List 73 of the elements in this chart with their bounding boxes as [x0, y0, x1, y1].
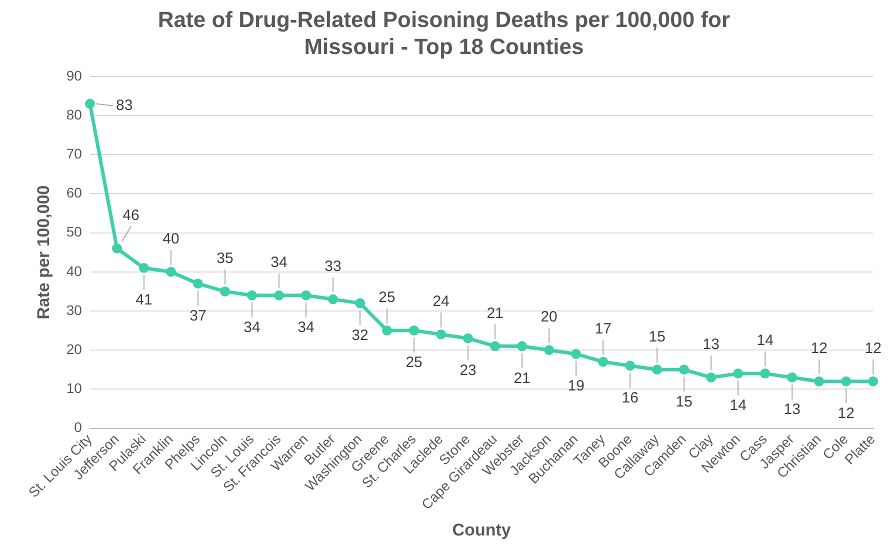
point — [625, 360, 636, 371]
point — [814, 376, 824, 386]
point — [301, 290, 312, 300]
point — [733, 368, 744, 379]
data-label: 34 — [244, 318, 260, 336]
chart-title: Rate of Drug-Related Poisoning Deaths per 100,000 for Missouri - Top 18 Counties — [156, 6, 732, 60]
data-label: 35 — [216, 250, 234, 268]
y-tick-label: 30 — [66, 302, 82, 318]
data-label: 20 — [540, 308, 558, 326]
data-label: 33 — [324, 258, 342, 275]
y-tick-label: 50 — [66, 224, 82, 240]
data-label: 37 — [190, 307, 206, 324]
point — [706, 372, 716, 382]
point — [382, 326, 392, 336]
data-label: 14 — [756, 332, 774, 350]
data-label: 16 — [622, 389, 638, 406]
point — [192, 278, 203, 289]
data-label: 41 — [136, 292, 152, 309]
x-axis-title: County — [452, 520, 512, 540]
data-label: 14 — [730, 397, 746, 414]
point — [436, 329, 446, 340]
y-tick-label: 60 — [66, 184, 82, 201]
data-label: 21 — [486, 304, 504, 322]
data-label: 34 — [298, 318, 314, 336]
y-tick-label: 40 — [66, 262, 82, 279]
data-label: 83 — [116, 96, 133, 114]
point — [112, 243, 122, 254]
data-label: 17 — [594, 320, 612, 338]
y-tick-label: 20 — [66, 340, 82, 357]
data-label: 32 — [352, 326, 368, 344]
data-label: 24 — [432, 293, 450, 310]
point — [571, 348, 582, 359]
data-label: 15 — [676, 393, 692, 410]
data-label: 25 — [406, 354, 422, 372]
data-label: 34 — [270, 254, 288, 271]
point — [787, 372, 798, 382]
data-label: 40 — [162, 230, 180, 248]
point — [598, 356, 608, 367]
point — [544, 345, 554, 356]
point — [220, 286, 230, 296]
point — [868, 376, 878, 386]
y-tick-label: 90 — [66, 67, 82, 84]
point — [355, 298, 366, 308]
point — [679, 364, 690, 375]
data-label: 13 — [784, 401, 800, 418]
point — [247, 290, 258, 300]
point — [84, 98, 95, 109]
point — [652, 364, 662, 375]
y-tick-label: 70 — [66, 145, 82, 162]
y-tick-label: 10 — [66, 380, 82, 396]
point — [138, 262, 149, 273]
point — [760, 368, 770, 379]
point — [490, 341, 500, 352]
data-label: 23 — [460, 362, 476, 379]
data-label: 15 — [648, 328, 666, 346]
data-label: 21 — [514, 370, 530, 387]
point — [274, 290, 284, 300]
data-label: 12 — [838, 405, 854, 422]
y-tick-label: 0 — [74, 419, 82, 436]
point — [409, 326, 420, 336]
data-label: 19 — [568, 378, 584, 395]
point — [841, 376, 852, 386]
data-label: 25 — [378, 289, 396, 306]
data-label: 12 — [864, 340, 882, 358]
data-label: 12 — [810, 340, 828, 358]
y-axis-title: Rate per 100,000 — [34, 185, 53, 320]
y-tick-label: 80 — [66, 106, 82, 122]
point — [517, 341, 528, 352]
data-label: 13 — [702, 336, 720, 354]
point — [166, 266, 176, 277]
point — [463, 333, 474, 344]
data-label: 46 — [122, 207, 140, 224]
point — [328, 294, 338, 304]
